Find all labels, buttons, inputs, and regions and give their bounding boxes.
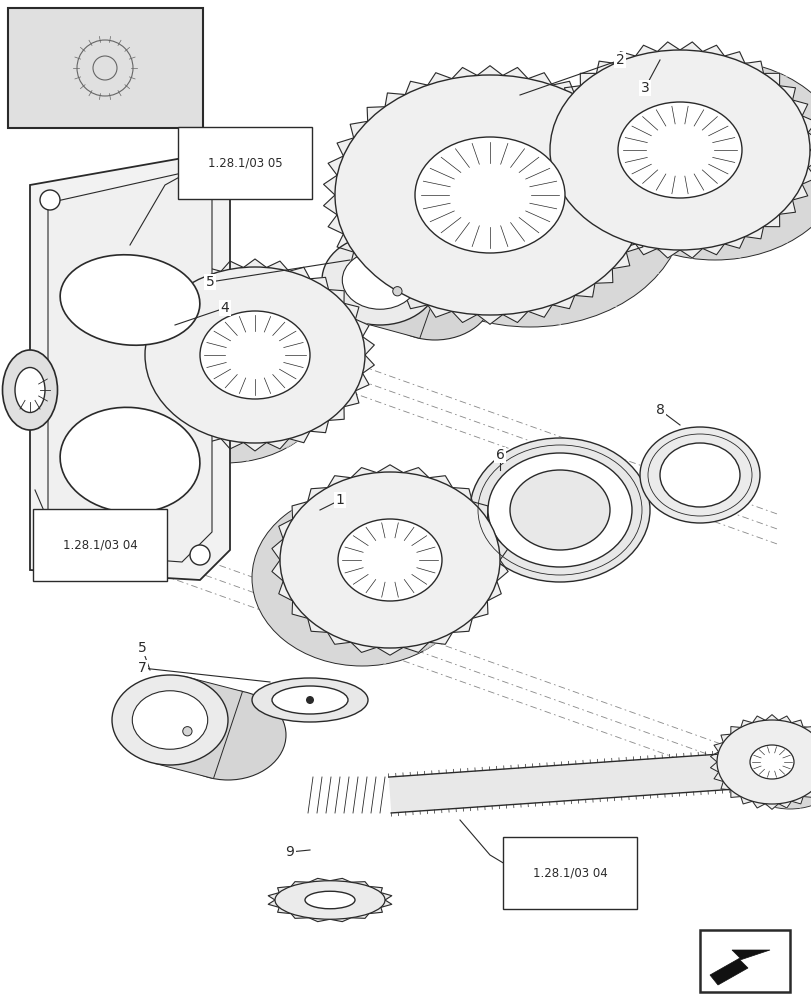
- Text: 1: 1: [335, 493, 344, 507]
- Polygon shape: [30, 155, 230, 580]
- Ellipse shape: [749, 745, 793, 779]
- Polygon shape: [539, 42, 811, 258]
- Ellipse shape: [275, 881, 384, 919]
- Ellipse shape: [115, 287, 335, 463]
- Text: engine cross-section: engine cross-section: [69, 65, 141, 71]
- Circle shape: [190, 545, 210, 565]
- Ellipse shape: [60, 255, 200, 345]
- Ellipse shape: [549, 50, 809, 250]
- Bar: [8, 8, 203, 128]
- Polygon shape: [135, 259, 374, 451]
- Text: 5: 5: [137, 641, 146, 655]
- Circle shape: [40, 530, 60, 550]
- Text: 1.28.1/03 04: 1.28.1/03 04: [62, 538, 137, 552]
- Polygon shape: [155, 676, 242, 779]
- Text: 1.28.1/03 05: 1.28.1/03 05: [208, 157, 282, 170]
- Ellipse shape: [145, 267, 365, 443]
- Ellipse shape: [375, 87, 684, 327]
- Ellipse shape: [337, 519, 441, 601]
- Polygon shape: [364, 237, 450, 338]
- Text: 9: 9: [285, 845, 294, 859]
- Bar: [699, 930, 789, 992]
- Polygon shape: [268, 878, 391, 922]
- Ellipse shape: [342, 251, 417, 309]
- Ellipse shape: [639, 427, 759, 523]
- Polygon shape: [388, 752, 750, 813]
- Ellipse shape: [659, 443, 739, 507]
- Ellipse shape: [305, 891, 354, 909]
- Circle shape: [190, 165, 210, 185]
- Polygon shape: [272, 465, 508, 655]
- Ellipse shape: [470, 438, 649, 582]
- Polygon shape: [709, 950, 769, 985]
- Circle shape: [182, 727, 192, 736]
- Circle shape: [306, 696, 314, 704]
- Ellipse shape: [60, 407, 200, 513]
- Ellipse shape: [280, 472, 500, 648]
- Ellipse shape: [487, 453, 631, 567]
- Text: 1.28.1/03 04: 1.28.1/03 04: [532, 866, 607, 879]
- Ellipse shape: [335, 75, 644, 315]
- Text: 2: 2: [615, 53, 624, 67]
- Ellipse shape: [132, 691, 208, 749]
- Circle shape: [393, 287, 401, 296]
- Ellipse shape: [617, 102, 741, 198]
- Ellipse shape: [112, 675, 228, 765]
- Text: 6: 6: [495, 448, 504, 462]
- Ellipse shape: [376, 250, 492, 340]
- Text: 4: 4: [221, 301, 229, 315]
- Text: 3: 3: [640, 81, 649, 95]
- Text: 5: 5: [205, 275, 214, 289]
- Ellipse shape: [509, 470, 609, 550]
- Polygon shape: [48, 173, 212, 562]
- Ellipse shape: [734, 725, 811, 809]
- Polygon shape: [710, 715, 811, 809]
- Ellipse shape: [251, 678, 367, 722]
- Ellipse shape: [200, 311, 310, 399]
- Text: 7: 7: [137, 661, 146, 675]
- Polygon shape: [323, 66, 655, 324]
- Ellipse shape: [169, 690, 285, 780]
- Ellipse shape: [15, 367, 45, 412]
- Ellipse shape: [2, 350, 58, 430]
- Text: 8: 8: [654, 403, 663, 417]
- Circle shape: [40, 190, 60, 210]
- Ellipse shape: [272, 686, 348, 714]
- Ellipse shape: [251, 490, 471, 666]
- Ellipse shape: [584, 60, 811, 260]
- Ellipse shape: [414, 137, 564, 253]
- Ellipse shape: [322, 235, 437, 325]
- Ellipse shape: [716, 720, 811, 804]
